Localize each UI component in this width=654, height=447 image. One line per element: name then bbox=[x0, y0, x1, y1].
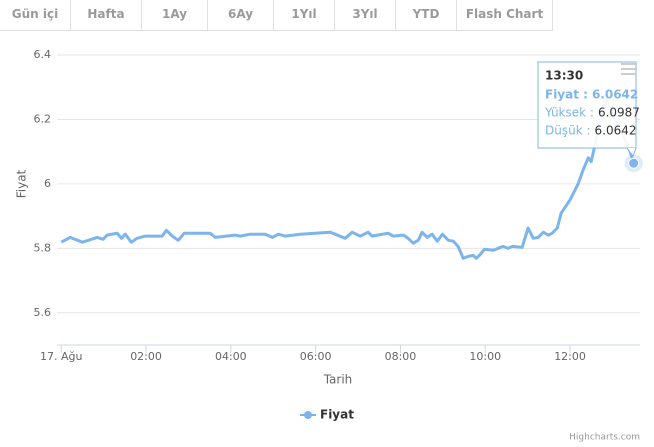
legend-label: Fiyat bbox=[320, 408, 354, 422]
tab[interactable]: 6Ay bbox=[208, 0, 274, 30]
tooltip-box bbox=[537, 61, 637, 149]
tooltip-value: 6.0987 bbox=[598, 106, 640, 120]
tab[interactable]: Hafta bbox=[71, 0, 142, 30]
tab[interactable]: Flash Chart bbox=[457, 0, 553, 30]
tooltip-label: Fiyat : bbox=[545, 88, 588, 102]
x-axis-title: Tarih bbox=[323, 373, 353, 387]
series-line bbox=[60, 97, 636, 260]
x-tick-label: 12:00 bbox=[554, 350, 586, 363]
y-tick-label: 6.4 bbox=[34, 48, 52, 61]
tooltip-pointer bbox=[626, 147, 637, 158]
y-tick-label: 5.6 bbox=[34, 306, 52, 319]
y-tick-label: 5.8 bbox=[34, 241, 52, 254]
x-tick-label: 06:00 bbox=[300, 350, 332, 363]
tab-bar: Gün içi Hafta 1Ay 6Ay 1Yıl 3Yıl YTD Flash Chart bbox=[0, 0, 553, 31]
tab[interactable]: 3Yıl bbox=[335, 0, 396, 30]
tooltip-value: 6.0642 bbox=[592, 88, 638, 102]
y-axis-title: Fiyat bbox=[15, 169, 29, 198]
tab[interactable]: YTD bbox=[396, 0, 457, 30]
y-tick-label: 6.2 bbox=[34, 112, 52, 125]
x-tick-label: 04:00 bbox=[215, 350, 247, 363]
hover-point bbox=[628, 157, 640, 169]
x-tick-label: 08:00 bbox=[385, 350, 417, 363]
tab[interactable]: 1Ay bbox=[142, 0, 208, 30]
tab[interactable]: Gün içi bbox=[0, 0, 71, 30]
y-tick-label: 6 bbox=[44, 177, 51, 190]
tooltip-label: Düşük : bbox=[545, 124, 591, 138]
legend-marker bbox=[304, 411, 312, 419]
x-tick-label: 02:00 bbox=[130, 350, 162, 363]
tooltip-label: Yüksek : bbox=[544, 106, 594, 120]
x-tick-label: 17. Ağu bbox=[40, 350, 82, 363]
tab[interactable]: 1Yıl bbox=[274, 0, 335, 30]
tooltip-value: 6.0642 bbox=[595, 124, 637, 138]
tooltip-title: 13:30 bbox=[545, 69, 583, 83]
x-tick-label: 10:00 bbox=[469, 350, 501, 363]
credits: Highcharts.com bbox=[569, 433, 640, 443]
